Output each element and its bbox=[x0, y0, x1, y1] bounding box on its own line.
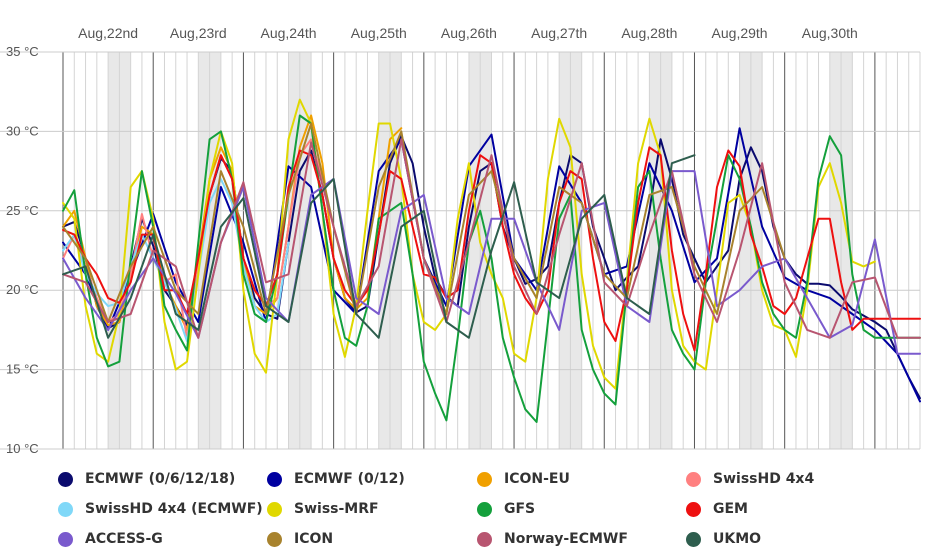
y-tick-label: 15 °C bbox=[6, 362, 39, 377]
legend-label: Swiss-MRF bbox=[294, 501, 379, 517]
legend-item[interactable]: GEM bbox=[686, 498, 748, 520]
legend-swatch bbox=[267, 501, 282, 517]
series-line bbox=[62, 178, 290, 342]
x-day-label: Aug,27th bbox=[531, 25, 587, 41]
y-tick-label: 25 °C bbox=[6, 203, 39, 218]
x-day-label: Aug,26th bbox=[441, 25, 497, 41]
x-day-label: Aug,29th bbox=[712, 25, 768, 41]
legend-item[interactable]: ICON-EU bbox=[477, 468, 570, 490]
y-tick-label: 20 °C bbox=[6, 282, 39, 297]
legend-label: ICON bbox=[294, 531, 334, 547]
legend-label: GEM bbox=[713, 501, 748, 517]
legend-swatch bbox=[477, 531, 492, 547]
y-tick-label: 35 °C bbox=[6, 44, 39, 59]
legend-label: ICON-EU bbox=[504, 471, 570, 487]
legend-item[interactable]: GFS bbox=[477, 498, 535, 520]
x-day-label: Aug,28th bbox=[621, 25, 677, 41]
chart-legend: ECMWF (0/6/12/18) ECMWF (0/12) ICON-EU Swis… bbox=[0, 462, 925, 557]
x-day-label: Aug,23rd bbox=[170, 25, 227, 41]
legend-label: Norway-ECMWF bbox=[504, 531, 628, 547]
legend-swatch bbox=[686, 531, 701, 547]
x-day-label: Aug,30th bbox=[802, 25, 858, 41]
legend-item[interactable]: SwissHD 4x4 bbox=[686, 468, 814, 490]
series-line bbox=[62, 138, 921, 339]
legend-swatch bbox=[267, 471, 282, 487]
legend-label: UKMO bbox=[713, 531, 762, 547]
legend-label: ECMWF (0/6/12/18) bbox=[85, 471, 236, 487]
legend-label: ACCESS-G bbox=[85, 531, 163, 547]
legend-swatch bbox=[686, 471, 701, 487]
legend-item[interactable]: UKMO bbox=[686, 528, 761, 550]
series-line bbox=[62, 114, 921, 423]
legend-swatch bbox=[58, 501, 73, 517]
legend-label: SwissHD 4x4 bbox=[713, 471, 815, 487]
legend-swatch bbox=[477, 501, 492, 517]
legend-label: SwissHD 4x4 (ECMWF) bbox=[85, 501, 263, 517]
legend-swatch bbox=[477, 471, 492, 487]
legend-swatch bbox=[58, 471, 73, 487]
legend-item[interactable]: ECMWF (0/12) bbox=[267, 468, 405, 490]
legend-label: GFS bbox=[504, 501, 536, 517]
series-line bbox=[62, 98, 876, 390]
legend-item[interactable]: SwissHD 4x4 (ECMWF) bbox=[58, 498, 263, 520]
x-day-label: Aug,25th bbox=[351, 25, 407, 41]
legend-label: ECMWF (0/12) bbox=[294, 471, 405, 487]
legend-swatch bbox=[686, 501, 701, 517]
legend-item[interactable]: Swiss-MRF bbox=[267, 498, 379, 520]
legend-item[interactable]: ECMWF (0/6/12/18) bbox=[58, 468, 235, 490]
legend-swatch bbox=[267, 531, 282, 547]
x-day-label: Aug,22nd bbox=[78, 25, 138, 41]
legend-item[interactable]: ACCESS-G bbox=[58, 528, 163, 550]
legend-swatch bbox=[58, 531, 73, 547]
y-tick-label: 30 °C bbox=[6, 123, 39, 138]
legend-item[interactable]: Norway-ECMWF bbox=[477, 528, 628, 550]
series-line bbox=[62, 146, 921, 352]
y-tick-label: 10 °C bbox=[6, 441, 39, 455]
series-line bbox=[62, 154, 696, 339]
legend-item[interactable]: ICON bbox=[267, 528, 333, 550]
chart-plot-svg: 10 °C 15 °C 20 °C 25 °C 30 °C 35 °C Aug,22nd Au… bbox=[0, 25, 921, 456]
x-day-label: Aug,24th bbox=[260, 25, 316, 41]
